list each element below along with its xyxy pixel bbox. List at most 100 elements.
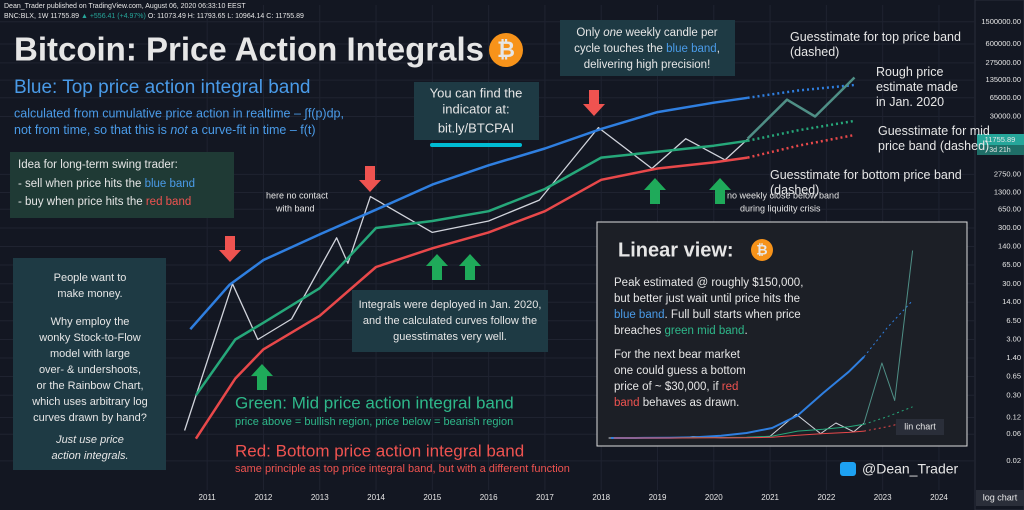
inset-x-tick-label: 2023 (921, 439, 931, 444)
t: blue band (614, 309, 665, 321)
inset-x-tick-label: 2011 (614, 439, 623, 444)
note: price above = bullish region, price belo… (235, 416, 513, 428)
blue-band-heading: Blue: Top price action integral band (14, 77, 310, 98)
series-line (863, 300, 913, 358)
y-tick-label: 135000.00 (986, 75, 1021, 84)
note: which uses arbitrary log (31, 396, 148, 408)
y-tick-label: 6.50 (1006, 316, 1021, 325)
note: model with large (50, 348, 130, 360)
y-tick-label: 14.00 (1002, 297, 1021, 306)
note: one could guess a bottom (614, 365, 746, 377)
y-tick-label: 65.00 (1002, 260, 1021, 269)
note: Only one weekly candle per (576, 27, 717, 39)
x-tick-label: 2015 (423, 493, 441, 502)
t: behaves as drawn. (640, 397, 740, 409)
logo-symbol: ₿ (756, 242, 767, 258)
note: blue band. Full bull starts when price (614, 309, 801, 321)
t: cycle touches the (574, 43, 666, 55)
x-tick-label: 2020 (705, 493, 723, 502)
inset-x-tick-label: 2022 (895, 439, 905, 444)
y-tick-label: 0.30 (1006, 390, 1021, 399)
logo (751, 239, 773, 261)
series-line (747, 83, 855, 100)
inset-x-tick-label: 2024 (946, 439, 956, 444)
last-price-box (977, 134, 1024, 145)
x-tick-label: 2023 (874, 493, 892, 502)
series-line (746, 76, 856, 140)
t: weekly candle per (622, 27, 717, 39)
inset-notes: Peak estimated @ roughly $150,000, but b… (614, 277, 803, 409)
inset-x-tick-label: 2016 (742, 439, 752, 444)
y-tick-label: 600000.00 (986, 39, 1021, 48)
x-tick-label: 2019 (649, 493, 667, 502)
note: guesstimates very well. (393, 331, 507, 343)
log-chart-label: log chart (983, 492, 1018, 502)
note: For the next bear market (614, 349, 741, 361)
ticker-line: BNC:BLX, 1W 11755.89 ▲ +556.41 (+4.97%) … (4, 13, 304, 20)
t: Only (576, 27, 603, 39)
last-price: 11755.89 (985, 135, 1016, 144)
inset-x-tick-label: 2014 (691, 439, 701, 444)
y-tick-label: 275000.00 (986, 58, 1021, 67)
y-tick-label: 3.00 (1006, 335, 1021, 344)
y-tick-label: 650.00 (998, 204, 1021, 213)
note: here no contact (266, 190, 329, 200)
inset-x-tick-label: 2017 (768, 439, 778, 444)
note: cycle touches the blue band, (574, 43, 720, 55)
twitter-icon (840, 462, 856, 476)
inset-x-tick-label: 2021 (870, 439, 880, 444)
x-tick-label: 2017 (536, 493, 554, 502)
note-box (10, 152, 234, 218)
y-tick-label: 1500000.00 (981, 17, 1021, 26)
note: price of ~ $30,000, if red (614, 381, 738, 393)
y-tick-label: 300.00 (998, 223, 1021, 232)
x-tick-label: 2012 (255, 493, 273, 502)
t: one (603, 27, 622, 39)
t: not (170, 123, 188, 137)
series-line (194, 156, 748, 440)
t: price of ~ $30,000, if (614, 381, 722, 393)
y-tick-label: 0.65 (1006, 372, 1021, 381)
series-line (183, 126, 749, 431)
note: make money. (57, 288, 122, 300)
note-box (13, 258, 166, 470)
x-tick-label: 2013 (311, 493, 329, 502)
note: curves drawn by hand? (33, 412, 147, 424)
note-box (352, 290, 548, 352)
y-tick-label: 140.00 (998, 241, 1021, 250)
note-box (414, 82, 539, 140)
link: bit.ly/BTCPAI (438, 120, 514, 135)
series-line (747, 119, 855, 143)
note: calculated from cumulative price action … (14, 106, 344, 120)
note: and the calculated curves follow the (363, 315, 537, 327)
symbol: BNC:BLX, 1W (4, 13, 49, 20)
countdown-box (977, 145, 1024, 155)
t: green mid band (665, 325, 745, 337)
t: a curve-fit in time – f(t) (188, 123, 316, 137)
note: same principle as top price integral ban… (235, 463, 570, 475)
green-band-heading: Green: Mid price action integral band (235, 393, 514, 412)
publisher: Dean_Trader published on TradingView.com… (4, 3, 246, 10)
y-tick-label: 2750.00 (994, 169, 1021, 178)
x-tick-label: 2021 (761, 493, 779, 502)
twitter: @Dean_Trader (862, 461, 959, 477)
logo-symbol: ₿ (497, 37, 515, 62)
y-tick-label: 0.02 (1006, 456, 1021, 465)
note: Just use price (55, 434, 124, 446)
log-chart-button[interactable] (976, 490, 1024, 506)
ohlc: O: 11073.49 H: 11793.65 L: 10964.14 C: 1… (148, 13, 304, 20)
y-tick-label: 30000.00 (990, 111, 1021, 120)
last: 11755.89 (50, 13, 79, 20)
x-tick-label: 2018 (592, 493, 610, 502)
series-label: Guesstimate for top price band (dashed) (790, 30, 964, 59)
note: band behaves as drawn. (614, 397, 739, 409)
inset-x-tick-label: 2013 (665, 439, 675, 444)
inset-x-tick-label: 2012 (640, 439, 650, 444)
note: Integrals were deployed in Jan. 2020, (359, 299, 542, 311)
series-line (189, 96, 748, 331)
series-line (194, 139, 748, 397)
note-box (560, 20, 735, 76)
title: Bitcoin: Price Action Integrals (14, 31, 484, 68)
series-line (747, 133, 855, 159)
note: - buy when price hits the red band (18, 196, 191, 208)
